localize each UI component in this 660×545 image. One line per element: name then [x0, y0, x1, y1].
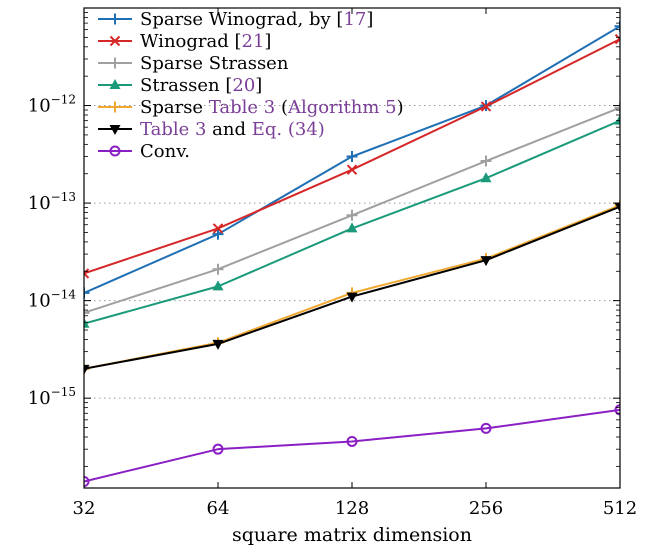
- legend-item-0: Sparse Winograd, by [17]: [98, 9, 373, 30]
- series-6: [84, 404, 620, 487]
- series-1: [84, 33, 620, 279]
- legend-item-6: Conv.: [98, 141, 190, 162]
- series-1-point-1: [212, 223, 224, 234]
- series-5-point-2: [346, 292, 358, 303]
- legend-label-1: Winograd [21]: [140, 31, 271, 52]
- series-5: [84, 202, 620, 375]
- legend-label-5: Table 3 and Eq. (34): [140, 119, 325, 140]
- series-1-point-2: [346, 164, 358, 175]
- series-3-point-4: [614, 114, 620, 125]
- legend-label-2: Sparse Strassen: [140, 53, 289, 74]
- series-6-point-3: [480, 422, 492, 434]
- y-tick-label-1: 10−13: [28, 190, 76, 214]
- series-0-point-2: [346, 151, 358, 163]
- series-1-point-0: [84, 268, 90, 279]
- series-3-point-1: [212, 280, 224, 291]
- series-1-point-3: [480, 101, 492, 112]
- series-0-point-1: [212, 228, 224, 240]
- series-6-point-1: [212, 443, 224, 455]
- series-line-6: [84, 408, 620, 483]
- series-3-point-0: [84, 317, 90, 328]
- y-tick-label-3: 10−15: [28, 385, 76, 409]
- series-5-point-0: [84, 364, 90, 375]
- y-tick-label-0: 10−12: [28, 93, 76, 117]
- legend-swatch-marker-1: [109, 35, 121, 47]
- series-0-point-4: [614, 20, 620, 32]
- series-3-point-2: [346, 222, 358, 233]
- legend-swatch-marker-5: [109, 125, 121, 135]
- series-3: [84, 114, 620, 328]
- series-6-point-2: [346, 435, 358, 447]
- series-5-point-4: [614, 202, 620, 213]
- legend-swatch-marker-4: [109, 101, 121, 113]
- legend: Sparse Winograd, by [17]Winograd [21]Spa…: [98, 9, 404, 162]
- series-2-point-0: [84, 307, 90, 319]
- legend-swatch-marker-6: [109, 145, 121, 157]
- legend-swatch-marker-0: [109, 13, 121, 25]
- series-2-point-2: [346, 209, 358, 221]
- legend-label-6: Conv.: [140, 141, 190, 162]
- series-2-point-1: [212, 263, 224, 275]
- legend-label-4: Sparse Table 3 (Algorithm 5): [140, 97, 404, 118]
- series-2: [84, 102, 620, 319]
- x-tick-label-1: 64: [207, 498, 230, 519]
- legend-item-1: Winograd [21]: [98, 31, 271, 52]
- x-tick-label-2: 128: [335, 498, 369, 519]
- series-2-point-3: [480, 155, 492, 167]
- legend-swatch-marker-2: [109, 57, 121, 69]
- axis-ticks: 32 64 128 256 512 10−12 10−13 10−14 10−15: [28, 8, 637, 519]
- series-group: [84, 20, 620, 487]
- x-axis-label: square matrix dimension: [232, 524, 472, 545]
- series-5-point-3: [480, 256, 492, 267]
- series-1-point-4: [614, 33, 620, 45]
- legend-item-3: Strassen [20]: [98, 75, 262, 96]
- legend-item-2: Sparse Strassen: [98, 53, 289, 74]
- legend-label-3: Strassen [20]: [140, 75, 262, 96]
- legend-swatch-marker-3: [109, 79, 121, 89]
- x-tick-label-3: 256: [469, 498, 503, 519]
- series-3-point-3: [480, 172, 492, 183]
- y-tick-label-2: 10−14: [28, 288, 77, 312]
- legend-item-4: Sparse Table 3 (Algorithm 5): [98, 97, 404, 118]
- series-5-point-1: [212, 339, 224, 350]
- series-2-point-4: [614, 102, 620, 114]
- legend-item-5: Table 3 and Eq. (34): [98, 119, 325, 140]
- series-0-point-0: [84, 287, 90, 299]
- series-6-point-4: [614, 404, 620, 416]
- x-tick-label-0: 32: [73, 498, 96, 519]
- x-tick-label-4: 512: [603, 498, 637, 519]
- series-6-point-0: [84, 475, 90, 487]
- legend-label-0: Sparse Winograd, by [17]: [140, 9, 373, 30]
